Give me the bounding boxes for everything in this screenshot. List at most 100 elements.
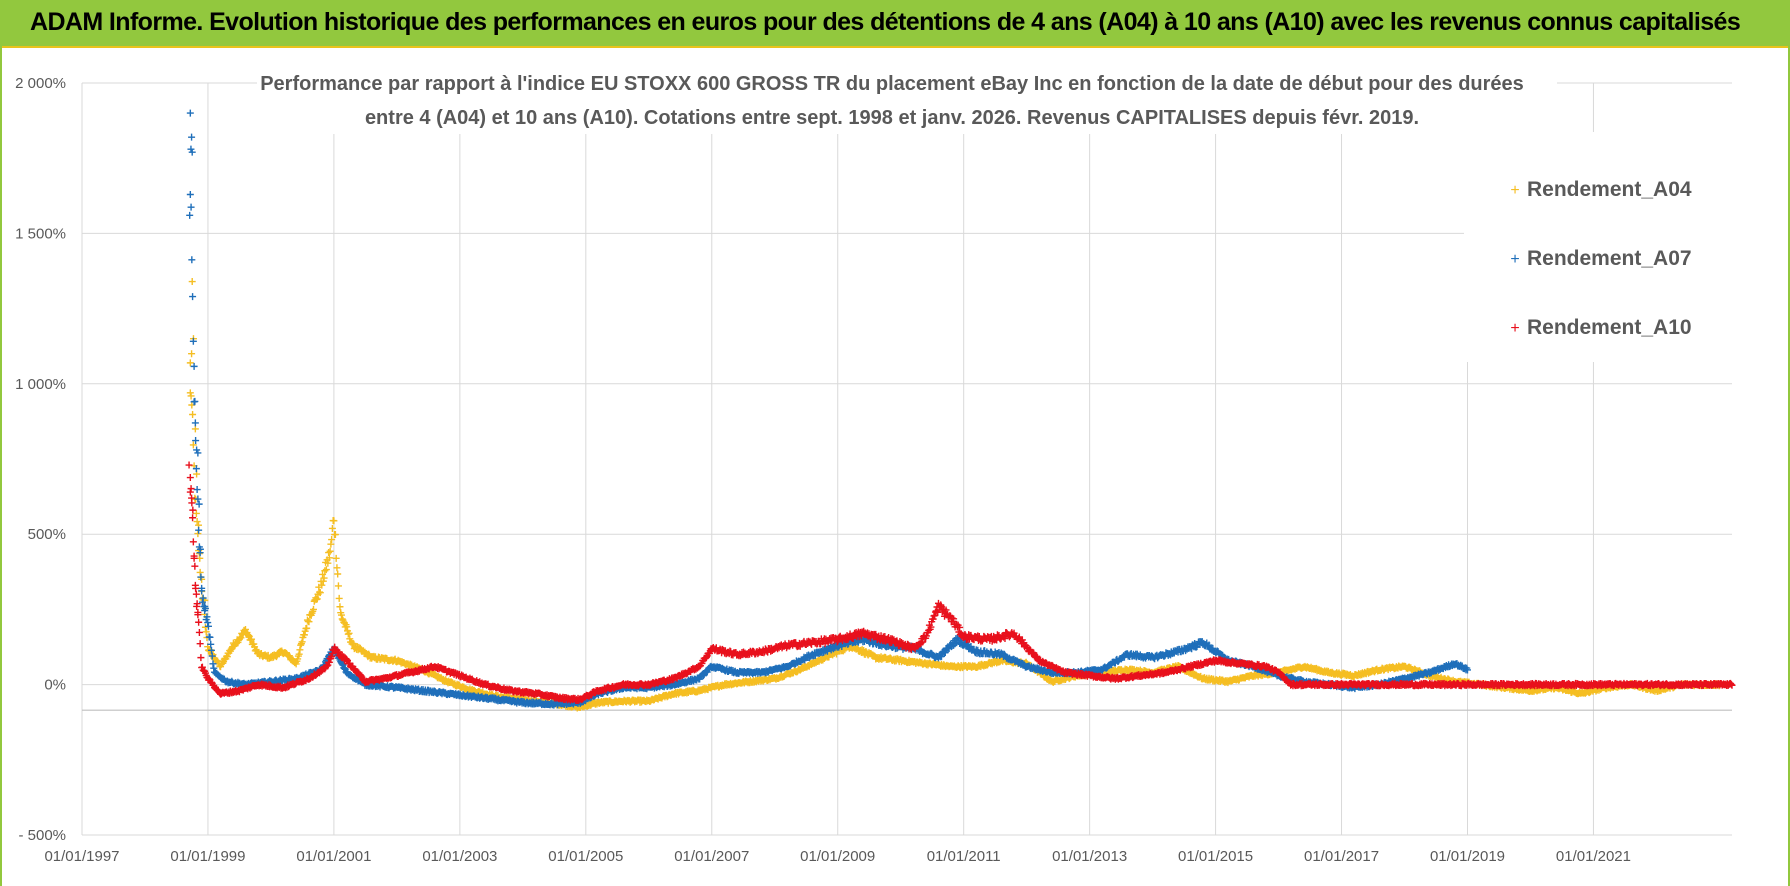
x-tick-label: 01/01/1999	[170, 848, 245, 865]
y-tick-label: - 500%	[18, 827, 66, 844]
marker-point	[189, 411, 197, 419]
marker-point	[331, 531, 339, 539]
marker-point	[334, 582, 342, 590]
marker-point	[335, 594, 343, 602]
marker-point	[322, 566, 330, 574]
marker-point	[272, 653, 280, 661]
marker-point	[188, 256, 196, 264]
x-tick-label: 01/01/2003	[422, 848, 497, 865]
marker-point	[313, 595, 321, 603]
marker-point	[207, 640, 215, 648]
x-tick-label: 01/01/2015	[1178, 848, 1253, 865]
marker-point	[203, 613, 211, 621]
marker-point	[189, 514, 197, 522]
marker-point	[192, 437, 200, 445]
marker-point	[198, 598, 206, 606]
marker-point	[325, 554, 333, 562]
marker-point	[297, 641, 305, 649]
x-tick-label: 01/01/2011	[927, 848, 1001, 865]
marker-point	[189, 337, 197, 345]
marker-point	[196, 640, 204, 648]
y-tick-label: 2 000%	[15, 75, 66, 92]
marker-point	[350, 640, 358, 648]
marker-point	[194, 495, 202, 503]
marker-point	[321, 567, 329, 575]
marker-spike	[186, 109, 194, 117]
marker-point	[296, 646, 304, 654]
marker-spike	[186, 211, 194, 219]
marker-point	[206, 633, 214, 641]
marker-point	[191, 562, 199, 570]
marker-point	[839, 647, 847, 655]
marker-point	[186, 191, 194, 199]
marker-point	[190, 362, 198, 370]
marker-point	[223, 653, 231, 661]
marker-spike	[195, 500, 203, 508]
marker-point	[337, 611, 345, 619]
y-tick-label: 0%	[44, 677, 66, 694]
marker-point	[316, 589, 324, 597]
marker-point	[346, 635, 354, 643]
marker-point	[192, 465, 200, 473]
marker-point	[186, 359, 194, 367]
marker-point	[187, 485, 195, 493]
marker-point	[338, 660, 346, 668]
marker-point	[199, 594, 207, 602]
marker-point	[320, 574, 328, 582]
marker-point	[319, 570, 327, 578]
marker-point	[298, 638, 306, 646]
x-tick-label: 01/01/2001	[296, 848, 371, 865]
marker-point	[192, 509, 200, 517]
y-axis-ticks: - 500%0%500%1 000%1 500%2 000%	[15, 75, 66, 844]
marker-point	[195, 628, 203, 636]
marker-point	[310, 605, 318, 613]
marker-point	[189, 441, 197, 449]
marker-point	[189, 293, 197, 301]
marker-point	[328, 536, 336, 544]
marker-point	[338, 615, 346, 623]
x-tick-label: 01/01/2009	[800, 848, 875, 865]
marker-point	[300, 631, 308, 639]
marker-point	[345, 629, 353, 637]
marker-point	[187, 392, 195, 400]
marker-point	[187, 203, 195, 211]
marker-point	[332, 554, 340, 562]
series-markers	[185, 109, 1736, 712]
report-header: ADAM Informe. Evolution historique des p…	[2, 0, 1788, 48]
marker-point	[209, 660, 217, 668]
marker-point	[295, 650, 303, 658]
marker-spike	[188, 350, 196, 358]
marker-point	[343, 623, 351, 631]
marker-point	[327, 540, 335, 548]
x-tick-label: 01/01/1997	[44, 848, 119, 865]
marker-point	[202, 628, 210, 636]
marker-point	[344, 630, 352, 638]
marker-point	[303, 624, 311, 632]
marker-point	[333, 564, 341, 572]
marker-spike	[186, 389, 194, 397]
marker-point	[209, 651, 217, 659]
marker-point	[195, 526, 203, 534]
marker-spike	[191, 419, 199, 427]
marker-point	[237, 634, 245, 642]
marker-spike	[191, 425, 199, 433]
x-tick-label: 01/01/2007	[674, 848, 749, 865]
marker-point	[196, 568, 204, 576]
y-tick-label: 1 500%	[15, 225, 66, 242]
marker-point	[334, 570, 342, 578]
y-tick-label: 1 000%	[15, 376, 66, 393]
marker-point	[248, 635, 256, 643]
marker-point	[324, 559, 332, 567]
marker-point	[204, 622, 212, 630]
series-rendement_a07	[186, 109, 1471, 709]
marker-spike	[188, 133, 196, 141]
marker-point	[305, 618, 313, 626]
marker-point	[330, 517, 338, 525]
marker-point	[210, 664, 218, 672]
report-title: ADAM Informe. Evolution historique des p…	[30, 8, 1741, 36]
marker-point	[193, 518, 201, 526]
marker-point	[197, 573, 205, 581]
marker-point	[326, 547, 334, 555]
marker-point	[241, 625, 249, 633]
